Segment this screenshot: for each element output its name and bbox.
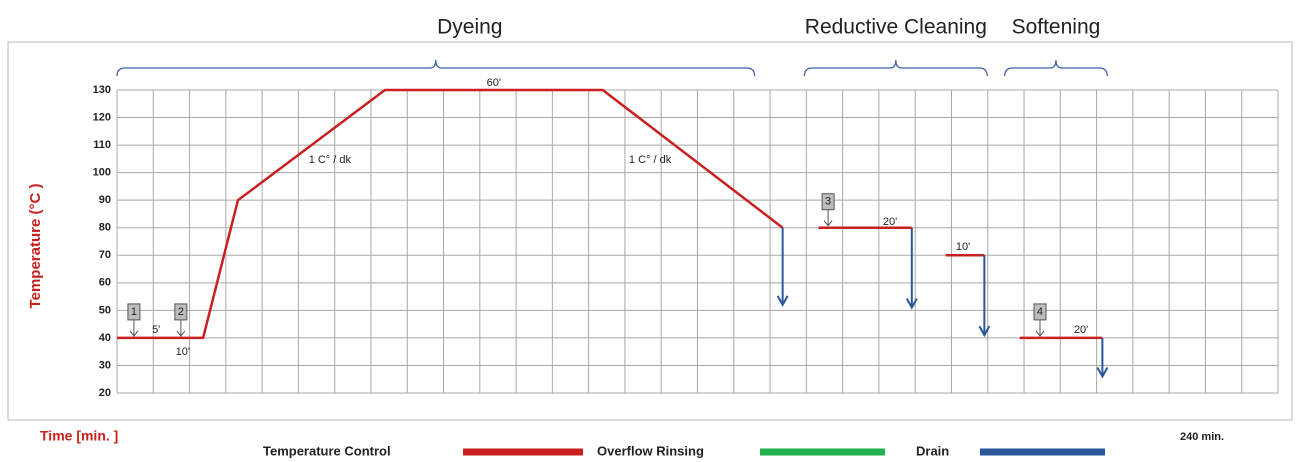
annotation: 60' — [487, 77, 501, 89]
phase-brace — [803, 59, 988, 77]
y-axis-label: Temperature (°C ) — [27, 184, 44, 309]
y-tick-label: 100 — [93, 167, 111, 179]
phase-brace — [1004, 59, 1108, 77]
y-tick-label: 110 — [93, 139, 111, 151]
frame — [7, 41, 1293, 421]
step-arrow — [176, 319, 186, 337]
step-label: 1 — [131, 306, 137, 318]
drain-arrow-head — [776, 295, 789, 307]
y-tick-label: 70 — [99, 249, 111, 261]
legend-label: Temperature Control — [263, 443, 391, 458]
annotation: 5' — [152, 324, 160, 336]
y-tick-label: 130 — [93, 84, 111, 96]
annotation: 20' — [883, 216, 897, 228]
step-arrow — [129, 319, 139, 337]
legend-label: Drain — [916, 443, 949, 458]
y-tick-label: 40 — [99, 332, 111, 344]
step-label: 4 — [1037, 306, 1043, 318]
y-tick-label: 80 — [99, 222, 111, 234]
drain-arrow-head — [978, 325, 991, 338]
annotation: 10' — [956, 241, 970, 253]
step-arrow — [823, 209, 833, 227]
x-axis-label: Time [min. ] — [40, 428, 118, 444]
temperature-line — [117, 88, 784, 340]
annotation: 1 C° / dk — [629, 154, 672, 166]
step-label: 3 — [825, 196, 831, 208]
step-arrow — [1035, 319, 1045, 337]
annotation: 10' — [176, 346, 190, 358]
y-tick-label: 60 — [99, 277, 111, 289]
y-tick-label: 90 — [99, 194, 111, 206]
y-tick-label: 120 — [93, 111, 111, 123]
y-tick-label: 30 — [99, 359, 111, 371]
phase-title: Softening — [1012, 16, 1101, 39]
y-tick-label: 50 — [99, 304, 111, 316]
phase-title: Reductive Cleaning — [805, 16, 987, 39]
y-tick-label: 20 — [99, 387, 111, 399]
legend-label: Overflow Rinsing — [597, 443, 704, 458]
step-label: 2 — [178, 306, 184, 318]
drain-arrow-head — [1096, 366, 1109, 379]
phase-brace — [116, 59, 756, 77]
annotation: 20' — [1074, 324, 1088, 336]
annotation: 1 C° / dk — [309, 154, 352, 166]
x-end-label: 240 min. — [1180, 431, 1224, 443]
phase-title: Dyeing — [437, 16, 502, 39]
drain-arrow-head — [905, 298, 918, 310]
